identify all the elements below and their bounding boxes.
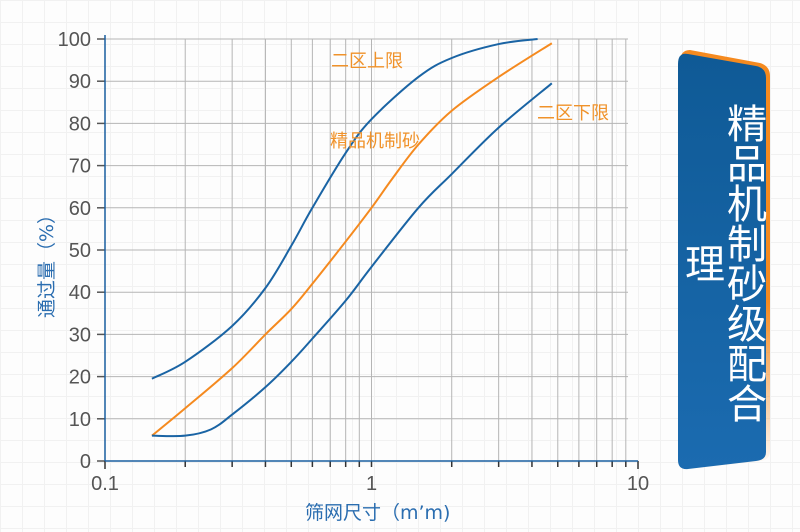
x-axis-title: 筛网尺寸（m’m): [305, 502, 450, 524]
y-tick-label: 50: [69, 240, 91, 262]
banner-shape: [678, 50, 770, 471]
series-line-1: [151, 42, 553, 437]
series-lines: [151, 38, 553, 438]
axes: [97, 35, 639, 469]
x-tick-label: 0.1: [91, 473, 119, 495]
y-tick-label: 20: [69, 367, 91, 389]
tick-labels: 0 10 20 30 40 50 60 70 80 90 100 0.1 1 10: [58, 29, 650, 495]
banner-text: 精品机制砂级配合理: [678, 103, 766, 423]
y-tick-label: 40: [69, 282, 91, 304]
grid: [105, 38, 628, 461]
series-label-upper: 二区上限: [331, 51, 403, 72]
y-tick-label: 60: [69, 198, 91, 220]
x-tick-label: 10: [627, 473, 649, 495]
x-tick-label: 1: [366, 473, 377, 495]
series-line-0: [151, 38, 538, 380]
y-tick-label: 0: [80, 451, 91, 473]
y-axis-title: 通过量（%）: [36, 205, 58, 318]
y-tick-label: 30: [69, 324, 91, 346]
series-label-lower: 二区下限: [537, 103, 609, 124]
series-line-2: [151, 82, 553, 438]
y-tick-label: 70: [69, 156, 91, 178]
y-tick-label: 90: [69, 71, 91, 93]
y-tick-label: 100: [58, 29, 91, 51]
y-tick-label: 10: [69, 409, 91, 431]
y-tick-label: 80: [69, 113, 91, 135]
series-label-product: 精品机制砂: [330, 131, 420, 152]
